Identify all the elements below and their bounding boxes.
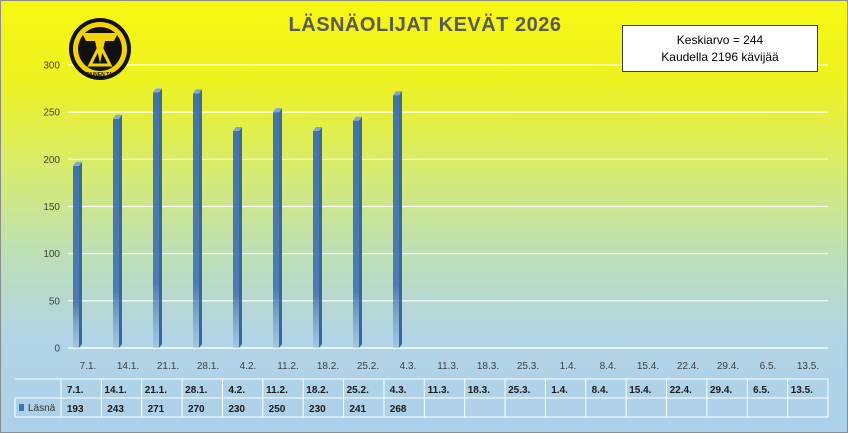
x-tick-label: 7.1. <box>80 361 97 372</box>
x-tick-label: 25.3. <box>517 361 539 372</box>
table-value-cell: 230 <box>309 404 326 415</box>
table-header-cell: 13.5. <box>791 385 813 396</box>
bar <box>113 118 119 349</box>
logo-icon: PAINEN TAI <box>69 18 131 80</box>
bar-top <box>193 89 202 94</box>
table-header-cell: 14.1. <box>104 385 126 396</box>
bar-side <box>319 127 322 349</box>
bar-side <box>79 161 82 348</box>
table-header-cell: 8.4. <box>592 385 609 396</box>
x-tick-label: 29.4. <box>717 361 739 372</box>
bar-top <box>153 88 162 93</box>
bar <box>393 95 399 348</box>
x-tick-label: 15.4. <box>637 361 659 372</box>
table-header-cell: 29.4. <box>710 385 732 396</box>
season-total-text: Kaudella 2196 kävijää <box>661 50 779 64</box>
table-header-cell: 21.1. <box>145 385 167 396</box>
bar <box>273 112 279 349</box>
table-header-cell: 18.3. <box>468 385 490 396</box>
x-tick-label: 28.1. <box>197 361 219 372</box>
table-header-cell: 25.3. <box>508 385 530 396</box>
x-tick-label: 14.1. <box>117 361 139 372</box>
y-tick-label: 200 <box>43 155 60 166</box>
x-tick-label: 13.5. <box>797 361 819 372</box>
table-value-cell: 230 <box>228 404 245 415</box>
bar-top <box>353 116 362 121</box>
bar <box>193 93 199 348</box>
y-tick-label: 50 <box>49 296 61 307</box>
average-text: Keskiarvo = 244 <box>676 33 764 47</box>
table-header-cell: 22.4. <box>670 385 692 396</box>
bar-side <box>239 127 242 349</box>
bar-top <box>393 91 402 96</box>
bar-side <box>399 91 402 348</box>
bar-top <box>313 127 322 132</box>
y-tick-label: 150 <box>43 202 60 213</box>
table-header-cell: 1.4. <box>551 385 568 396</box>
x-tick-label: 4.2. <box>240 361 257 372</box>
table-value-cell: 268 <box>390 404 407 415</box>
bar <box>73 165 79 348</box>
x-tick-label: 4.3. <box>400 361 417 372</box>
x-tick-label: 22.4. <box>677 361 699 372</box>
bar-top <box>273 108 282 113</box>
logo-text: PAINEN TAI <box>86 72 114 78</box>
bar <box>353 120 359 348</box>
table-value-cell: 271 <box>148 404 165 415</box>
bar-side <box>359 116 362 348</box>
table-header-cell: 28.1. <box>185 385 207 396</box>
bar-side <box>279 108 282 349</box>
y-tick-label: 0 <box>54 344 60 355</box>
bar-side <box>199 89 202 349</box>
bar <box>313 131 319 348</box>
bar <box>233 131 239 348</box>
x-tick-label: 8.4. <box>600 361 617 372</box>
table-header-cell: 6.5. <box>753 385 770 396</box>
x-tick-label: 21.1. <box>157 361 179 372</box>
bar-top <box>113 114 122 119</box>
bar-side <box>119 114 122 349</box>
bar <box>153 92 159 349</box>
table-value-cell: 250 <box>269 404 286 415</box>
x-tick-label: 25.2. <box>357 361 379 372</box>
x-tick-label: 11.3. <box>437 361 459 372</box>
chart-title: LÄSNÄOLIJAT KEVÄT 2026 <box>288 14 562 36</box>
y-tick-label: 100 <box>43 249 60 260</box>
table-header-cell: 11.3. <box>428 385 450 396</box>
table-header-cell: 4.3. <box>390 385 407 396</box>
x-tick-label: 11.2. <box>277 361 299 372</box>
legend-label: Läsnä <box>28 403 56 414</box>
bar-top <box>233 127 242 132</box>
table-header-cell: 25.2. <box>347 385 369 396</box>
table-header-cell: 11.2. <box>266 385 288 396</box>
bar-top <box>73 161 82 166</box>
y-tick-label: 300 <box>43 61 60 72</box>
table-header-cell: 4.2. <box>228 385 245 396</box>
table-header-cell: 18.2. <box>306 385 328 396</box>
table-value-cell: 270 <box>188 404 205 415</box>
table-value-cell: 193 <box>67 404 84 415</box>
legend-key <box>19 404 24 411</box>
x-tick-label: 6.5. <box>760 361 777 372</box>
table-header-cell: 7.1. <box>67 385 84 396</box>
club-logo: PAINEN TAI <box>68 17 132 81</box>
y-tick-label: 250 <box>43 108 60 119</box>
x-tick-label: 1.4. <box>560 361 577 372</box>
x-tick-label: 18.2. <box>317 361 339 372</box>
x-tick-label: 18.3. <box>477 361 499 372</box>
bar-side <box>159 88 162 349</box>
info-box: Keskiarvo = 244 Kaudella 2196 kävijää <box>622 25 818 72</box>
table-header-cell: 15.4. <box>629 385 651 396</box>
table-value-cell: 241 <box>349 404 366 415</box>
table-value-cell: 243 <box>107 404 124 415</box>
